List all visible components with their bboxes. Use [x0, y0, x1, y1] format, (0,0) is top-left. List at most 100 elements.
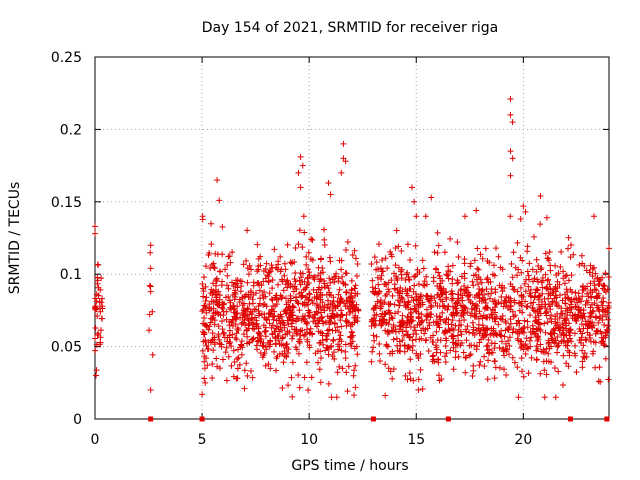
data-point [476, 330, 483, 337]
data-point [146, 327, 153, 334]
data-point [463, 328, 470, 335]
x-axis-label: GPS time / hours [291, 458, 408, 474]
data-point [548, 343, 555, 350]
data-point [470, 324, 477, 331]
data-point [599, 306, 606, 313]
data-point [589, 308, 596, 315]
data-point [499, 288, 506, 295]
data-point [244, 312, 251, 319]
data-point [261, 311, 268, 318]
data-point [378, 265, 385, 272]
data-point [458, 331, 465, 338]
data-point [334, 302, 341, 309]
data-point [535, 278, 542, 285]
data-point [302, 285, 309, 292]
data-point [406, 369, 413, 376]
data-point [203, 355, 210, 362]
data-point [503, 293, 510, 300]
data-point [202, 303, 209, 310]
data-point [209, 315, 216, 322]
data-point [379, 268, 386, 275]
data-point [272, 367, 279, 374]
data-point [507, 295, 514, 302]
data-point [415, 300, 422, 307]
data-point [557, 292, 564, 299]
data-point [601, 342, 608, 349]
data-point [409, 317, 416, 324]
data-point [520, 325, 527, 332]
data-point [453, 341, 460, 348]
data-point [568, 288, 575, 295]
data-point [369, 277, 376, 284]
chart-title: Day 154 of 2021, SRMTID for receiver rig… [202, 20, 499, 36]
data-point [229, 331, 236, 338]
data-point [325, 179, 332, 186]
data-point [433, 342, 440, 349]
data-point [417, 366, 424, 373]
data-point [306, 269, 313, 276]
data-point [368, 260, 375, 267]
data-point [149, 351, 156, 358]
data-point [331, 320, 338, 327]
data-point [428, 194, 435, 201]
data-point [590, 264, 597, 271]
data-point [268, 324, 275, 331]
data-point [93, 306, 100, 313]
data-point [524, 248, 531, 255]
data-point [413, 350, 420, 357]
data-point [389, 292, 396, 299]
data-point [449, 339, 456, 346]
data-point [434, 336, 441, 343]
data-point [457, 302, 464, 309]
data-point [315, 359, 322, 366]
data-point [382, 361, 389, 368]
data-point [344, 238, 351, 245]
data-point [507, 213, 514, 220]
data-point [444, 306, 451, 313]
data-point [497, 332, 504, 339]
data-point [459, 292, 466, 299]
data-point [601, 322, 608, 329]
data-point [93, 367, 100, 374]
data-point [410, 297, 417, 304]
data-point [522, 208, 529, 215]
data-point [92, 295, 99, 302]
data-point [320, 341, 327, 348]
data-point [295, 241, 302, 248]
data-point [537, 266, 544, 273]
data-point [244, 333, 251, 340]
data-point [269, 322, 276, 329]
data-point [526, 337, 533, 344]
data-point [244, 372, 251, 379]
data-point [278, 341, 285, 348]
data-point [523, 335, 530, 342]
data-point [395, 289, 402, 296]
data-point [382, 392, 389, 399]
data-point [219, 223, 226, 230]
data-point [215, 323, 222, 330]
data-point [419, 317, 426, 324]
data-point [385, 279, 392, 286]
data-point [293, 285, 300, 292]
data-point [492, 364, 499, 371]
data-point [554, 349, 561, 356]
data-point [505, 351, 512, 358]
data-point [250, 291, 257, 298]
data-point [92, 304, 99, 311]
grid-lines [95, 57, 609, 419]
data-point [493, 301, 500, 308]
y-axis-label: SRMTID / TECUs [7, 182, 23, 295]
data-point [522, 350, 529, 357]
data-point [317, 303, 324, 310]
data-point [498, 284, 505, 291]
data-point [454, 301, 461, 308]
data-point [563, 272, 570, 279]
data-point [567, 301, 574, 308]
data-point [568, 242, 575, 249]
data-point [399, 317, 406, 324]
data-point [510, 249, 517, 256]
data-point [247, 367, 254, 374]
data-point [586, 314, 593, 321]
x-tick-label: 10 [300, 432, 318, 448]
data-point [531, 275, 538, 282]
